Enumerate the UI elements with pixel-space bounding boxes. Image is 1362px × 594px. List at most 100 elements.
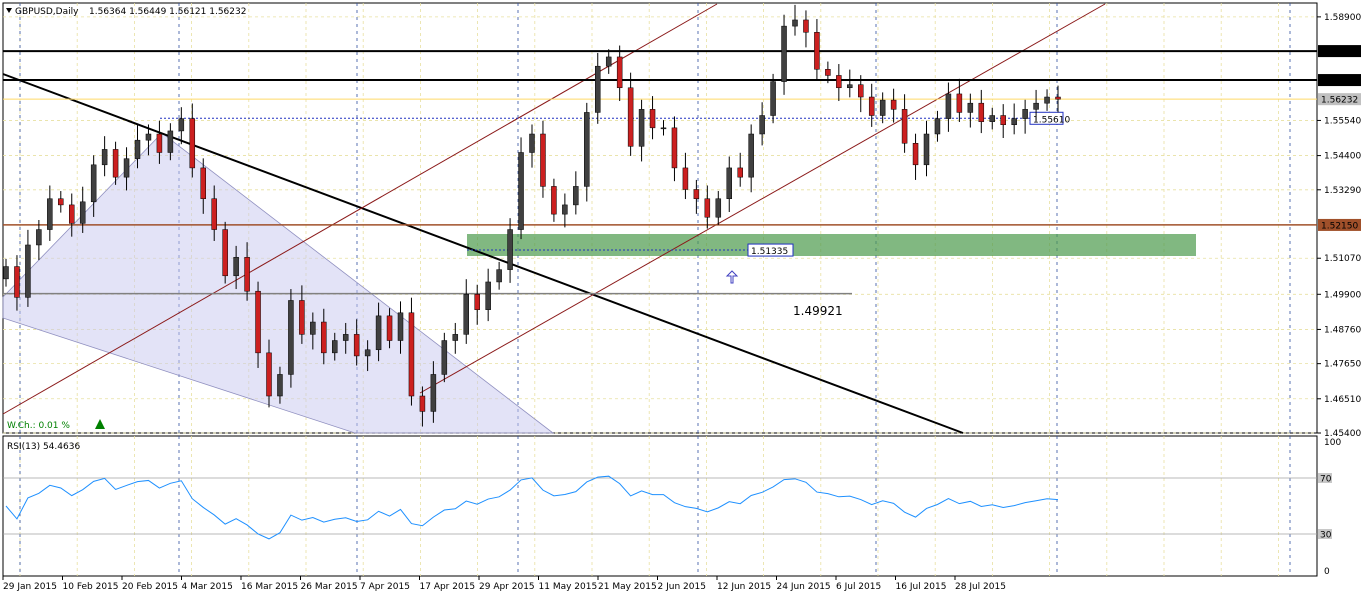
date-label: 29 Apr 2015 [479, 582, 535, 592]
candle-bull [342, 334, 349, 341]
support-tag [1318, 218, 1361, 231]
title-arrow-icon [6, 8, 12, 13]
candle-bear [353, 334, 360, 357]
candle-bull [430, 374, 437, 412]
candle-bear [978, 102, 985, 122]
candle-bull [1022, 109, 1028, 119]
rsi-level-label: 70 [1320, 475, 1332, 485]
candle-bear [737, 167, 743, 178]
candles [3, 4, 1061, 427]
axis-tick-label: 1.54400 [1324, 152, 1361, 162]
candle-bull [934, 118, 941, 135]
candle-bear [200, 167, 206, 199]
price-tag [1318, 45, 1361, 58]
candle-bull [792, 19, 798, 27]
date-label: 16 Jul 2015 [896, 582, 947, 592]
candle-bear [58, 198, 64, 206]
date-label: 2 Jun 2015 [658, 582, 706, 592]
candle-bear [693, 189, 700, 199]
price-axis: 1.57790 1.56850 1.56232 1.52150 1.58900 1.555… [1317, 13, 1361, 439]
candle-bull [923, 133, 930, 166]
candle-bear [868, 96, 875, 116]
candle-bull [507, 229, 513, 270]
candle-bull [288, 300, 294, 375]
candle-bull [660, 127, 667, 130]
candle-bear [386, 315, 393, 341]
candle-bull [781, 25, 787, 82]
candle-bear [671, 127, 678, 169]
candle-bear [912, 143, 919, 166]
candle-bull [595, 65, 601, 113]
level-label: 1.51335 [751, 247, 788, 257]
date-label: 21 May 2015 [598, 582, 657, 592]
candle-bear [627, 87, 634, 147]
axis-tick-label: 1.49900 [1324, 290, 1361, 300]
candle-bear [321, 321, 327, 354]
falling-wedge [2, 132, 555, 434]
candle-bear [244, 257, 250, 292]
price-tag-label: 1.57790 [1321, 48, 1358, 58]
support-tag-label: 1.52150 [1321, 221, 1358, 231]
candle-bull [452, 334, 459, 341]
candle-bull [463, 294, 469, 335]
candle-bull [134, 139, 141, 159]
descending-trendline [2, 73, 964, 434]
level-label: 1.55610 [1033, 115, 1070, 125]
axis-tick-label: 1.51070 [1324, 254, 1361, 264]
rsi-line [5, 475, 1059, 540]
candle-bull [441, 340, 448, 375]
candle-bear [189, 118, 196, 169]
candle-bull [879, 99, 886, 116]
candle-bull [1011, 118, 1017, 126]
axis-tick-label: 1.53290 [1324, 186, 1361, 196]
candle-bull [101, 149, 108, 166]
current-price-tag [1318, 93, 1361, 106]
candle-bull [233, 257, 239, 277]
candle-bull [90, 164, 97, 203]
candle-bull [145, 133, 152, 141]
candle-bear [14, 266, 20, 298]
symbol-title: GBPUSD,Daily [15, 7, 79, 17]
zone-layer [467, 234, 1196, 256]
candle-bull [715, 198, 722, 218]
candle-bull [79, 201, 86, 224]
candle-bull [397, 312, 404, 341]
date-label: 28 Jul 2015 [955, 582, 1006, 592]
date-label: 10 Feb 2015 [63, 582, 119, 592]
candle-bull [123, 158, 130, 178]
axis-tick-label: 1.58900 [1324, 13, 1361, 23]
candle-bull [485, 281, 491, 310]
axis-tick-label: 1.48760 [1324, 325, 1361, 335]
candle-bear [803, 19, 809, 33]
candle-bull [770, 81, 776, 116]
candle-bear [266, 352, 272, 397]
axis-tick-label: 1.46510 [1324, 395, 1361, 405]
candle-bear [222, 229, 228, 277]
candle-bear [814, 32, 820, 70]
candle-bull [847, 84, 853, 89]
candle-bear [901, 109, 908, 144]
candle-bull [496, 269, 502, 283]
candle-bear [649, 109, 656, 129]
up-triangle-icon [95, 419, 105, 429]
axis-tick-label: 1.45400 [1324, 429, 1361, 439]
date-label: 29 Jan 2015 [3, 582, 57, 592]
axis-tick-label: 1.55540 [1324, 116, 1361, 126]
candle-bull [36, 229, 42, 246]
candle-bull [178, 118, 185, 132]
candle-bear [858, 84, 864, 98]
candle-bear [1055, 96, 1061, 100]
candle-bull [47, 198, 53, 230]
candle-bull [638, 109, 645, 147]
candle-bull [375, 315, 382, 351]
level-label-box [1029, 111, 1064, 125]
candle-bull [726, 167, 732, 199]
candle-bull [945, 93, 952, 119]
rsi-indicator: 70 30 100 0 [3, 438, 1341, 577]
date-label: 20 Feb 2015 [122, 582, 178, 592]
candle-bull [25, 244, 31, 298]
rsi-label: RSI(13) 54.4636 [7, 442, 80, 452]
candle-bear [956, 93, 963, 113]
